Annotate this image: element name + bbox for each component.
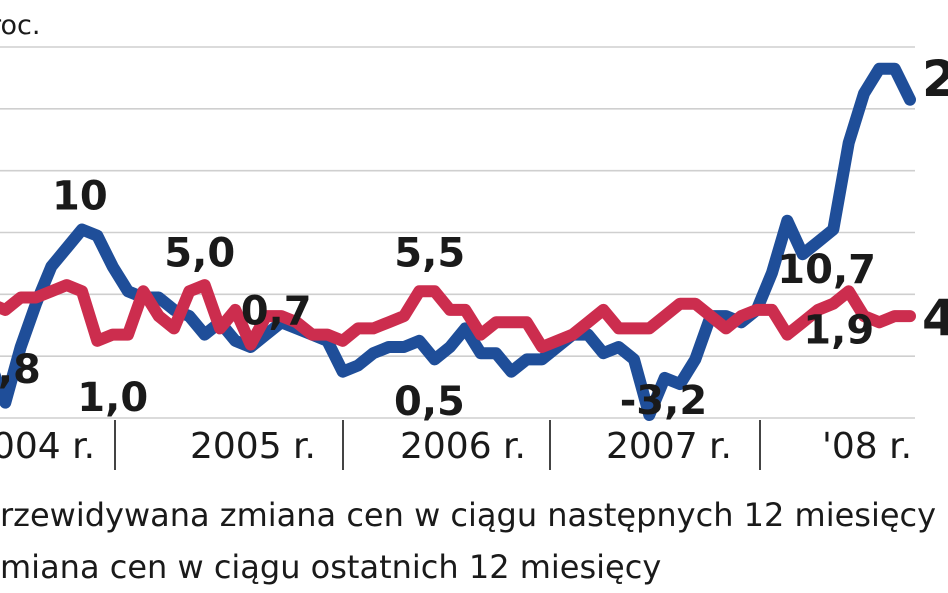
- end-labels: 24: [922, 50, 948, 347]
- data-label-7: -3,2: [620, 378, 707, 424]
- data-label-3: 5,0: [164, 230, 235, 276]
- data-label-1: 0,8: [0, 347, 41, 393]
- end-label-1: 4: [922, 289, 948, 347]
- line-chart: roc. 10 0,8 1,0 5,00,7 5,5 0,5 -3,2 10,7 1,9 004…: [0, 10, 948, 470]
- legend-entry-expected-price-change: rzewidywana zmiana cen w ciągu następnyc…: [0, 496, 937, 534]
- end-label-0: 2: [922, 50, 948, 108]
- year-separators: [114, 420, 761, 470]
- series-layer: [0, 62, 916, 421]
- data-label-5: 5,5: [394, 230, 465, 276]
- data-labels: 10 0,8 1,0 5,00,7 5,5 0,5 -3,2 10,7 1,9: [0, 174, 876, 426]
- x-tick-label-1: 2005 r.: [190, 426, 316, 467]
- x-tick-label-0: 004 r.: [0, 426, 95, 467]
- x-tick-label-4: '08 r.: [822, 426, 912, 467]
- data-label-9: 1,9: [803, 308, 874, 354]
- x-tick-label-3: 2007 r.: [606, 426, 732, 467]
- data-label-6: 0,5: [394, 379, 465, 425]
- series-line-1: [0, 279, 916, 353]
- unit-label: roc.: [0, 10, 40, 41]
- x-tick-labels: 004 r. 2005 r. 2006 r. 2007 r. '08 r.: [0, 426, 912, 467]
- legend-entry-past-price-change: miana cen w ciągu ostatnich 12 miesięcy: [0, 548, 662, 586]
- data-label-0: 10: [52, 174, 108, 220]
- data-label-4: 0,7: [241, 289, 312, 335]
- data-label-8: 10,7: [777, 247, 876, 293]
- data-label-2: 1,0: [77, 375, 148, 421]
- x-tick-label-2: 2006 r.: [400, 426, 526, 467]
